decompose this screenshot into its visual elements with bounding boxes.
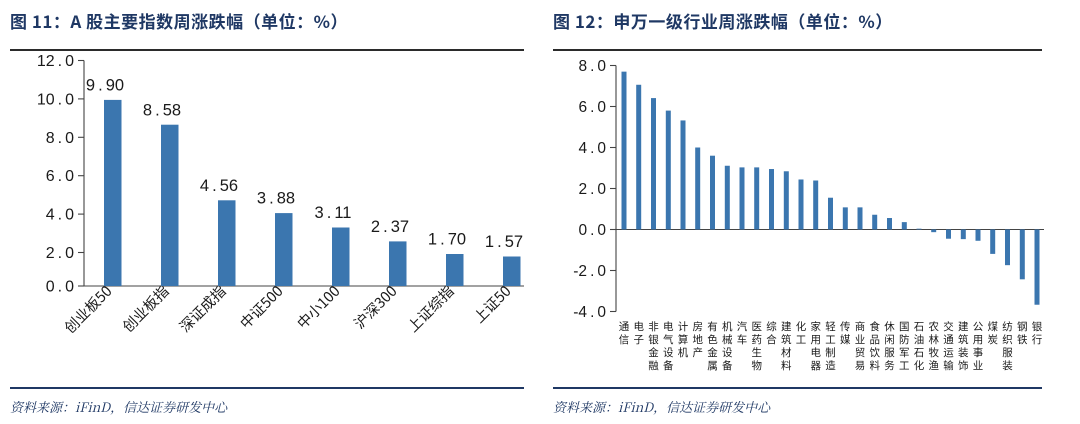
svg-text:汽车: 汽车 bbox=[737, 319, 748, 347]
svg-text:-4.0: -4. 0 bbox=[573, 304, 606, 321]
svg-text:农林牧渔: 农林牧渔 bbox=[929, 319, 940, 373]
svg-text:纺织服装: 纺织服装 bbox=[1002, 319, 1013, 373]
svg-text:传媒: 传媒 bbox=[840, 319, 851, 347]
svg-text:建筑装饰: 建筑装饰 bbox=[958, 319, 969, 373]
svg-text:4.0: 4.0 bbox=[578, 140, 606, 157]
svg-text:非银金融: 非银金融 bbox=[648, 319, 659, 373]
svg-text:综合: 综合 bbox=[766, 319, 777, 347]
svg-text:国防军工: 国防军工 bbox=[899, 319, 910, 373]
svg-text:钢铁: 钢铁 bbox=[1017, 319, 1028, 347]
svg-text:煤炭: 煤炭 bbox=[988, 319, 999, 347]
svg-text:家用电器: 家用电器 bbox=[811, 319, 822, 373]
svg-text:医药生物: 医药生物 bbox=[752, 319, 763, 373]
svg-text:2.0: 2.0 bbox=[578, 181, 606, 198]
svg-text:食品饮料: 食品饮料 bbox=[870, 319, 881, 373]
svg-text:有色金属: 有色金属 bbox=[707, 319, 718, 373]
svg-text:-2.0: -2. 0 bbox=[573, 263, 606, 280]
svg-text:化工: 化工 bbox=[796, 319, 807, 347]
svg-text:银行: 银行 bbox=[1032, 319, 1043, 347]
svg-text:计算机: 计算机 bbox=[678, 319, 689, 360]
svg-text:商业贸易: 商业贸易 bbox=[855, 319, 866, 373]
svg-text:房地产: 房地产 bbox=[693, 319, 704, 360]
svg-text:交通运输: 交通运输 bbox=[943, 319, 954, 373]
svg-text:通信: 通信 bbox=[619, 319, 630, 347]
svg-text:公用事业: 公用事业 bbox=[973, 319, 984, 373]
svg-text:机械设备: 机械设备 bbox=[722, 319, 733, 373]
svg-text:0.0: 0.0 bbox=[578, 222, 606, 239]
svg-text:电气设备: 电气设备 bbox=[663, 319, 674, 373]
svg-text:8.0: 8.0 bbox=[578, 58, 606, 75]
svg-text:电子: 电子 bbox=[634, 319, 645, 347]
svg-text:休闲服务: 休闲服务 bbox=[884, 319, 895, 373]
svg-text:6.0: 6.0 bbox=[578, 99, 606, 116]
svg-text:建筑材料: 建筑材料 bbox=[781, 319, 792, 373]
svg-text:石油石化: 石油石化 bbox=[914, 319, 925, 373]
svg-text:轻工制造: 轻工制造 bbox=[825, 319, 836, 373]
